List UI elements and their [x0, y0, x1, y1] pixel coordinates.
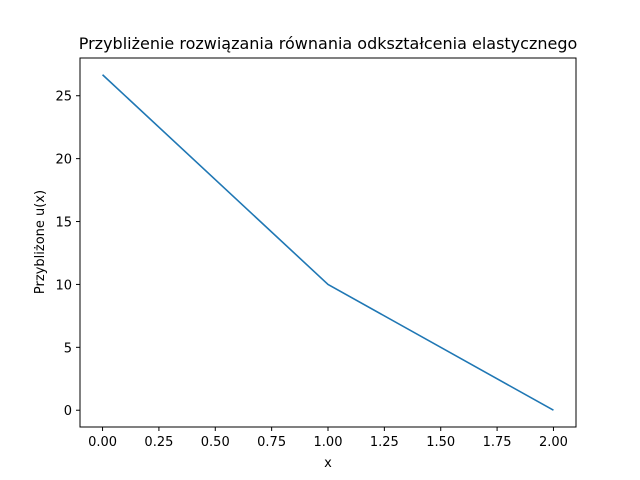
x-tick-label: 0.75: [257, 435, 286, 450]
x-axis-label: x: [324, 456, 332, 471]
x-tick-label: 1.75: [483, 435, 512, 450]
x-tick-label: 1.50: [426, 435, 455, 450]
x-tick-label: 2.00: [539, 435, 568, 450]
y-tick-label: 10: [55, 278, 72, 293]
x-tick-label: 0.50: [201, 435, 230, 450]
x-tick-label: 1.25: [370, 435, 399, 450]
y-tick-label: 20: [55, 153, 72, 168]
y-axis: 0 5 10 15 20 25: [55, 90, 80, 419]
series-layer: [102, 74, 554, 411]
y-axis-label: Przybliżone u(x): [33, 190, 48, 294]
chart-title: Przybliżenie rozwiązania równania odkszt…: [79, 34, 578, 53]
x-axis: 0.00 0.25 0.50 0.75 1.00 1.25 1.50 1.75 2.00: [88, 427, 568, 450]
x-tick-label: 0.25: [144, 435, 173, 450]
y-tick-label: 15: [55, 216, 72, 231]
series-line: [102, 74, 554, 411]
x-tick-label: 1.00: [314, 435, 343, 450]
y-tick-label: 0: [64, 404, 72, 419]
x-tick-label: 0.00: [88, 435, 117, 450]
y-tick-label: 25: [55, 90, 72, 105]
y-tick-label: 5: [64, 341, 72, 356]
